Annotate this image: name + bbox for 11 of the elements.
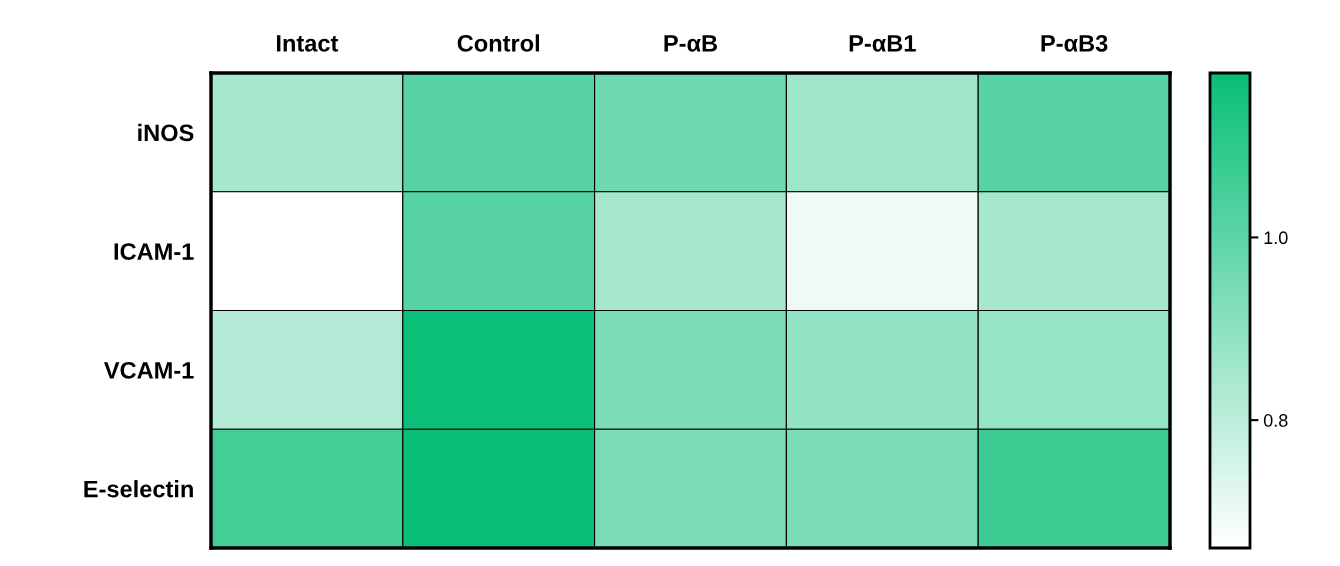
x-tick-label: Control — [457, 34, 539, 52]
y-tick-label: E-selectin — [84, 480, 193, 498]
x-tick-label: P-αB3 — [1041, 34, 1108, 52]
y-tick-label: ICAM-1 — [114, 243, 194, 260]
x-tick-label: P-αB1 — [849, 35, 916, 52]
color-bar-label: 1.0 — [1264, 231, 1288, 245]
color-bar-label: 0.8 — [1263, 414, 1288, 427]
x-tick-label: Intact — [277, 35, 339, 52]
y-tick-label: VCAM-1 — [103, 361, 194, 379]
x-tick-label: P-αB — [664, 35, 718, 52]
y-tick-label: iNOS — [138, 123, 194, 142]
